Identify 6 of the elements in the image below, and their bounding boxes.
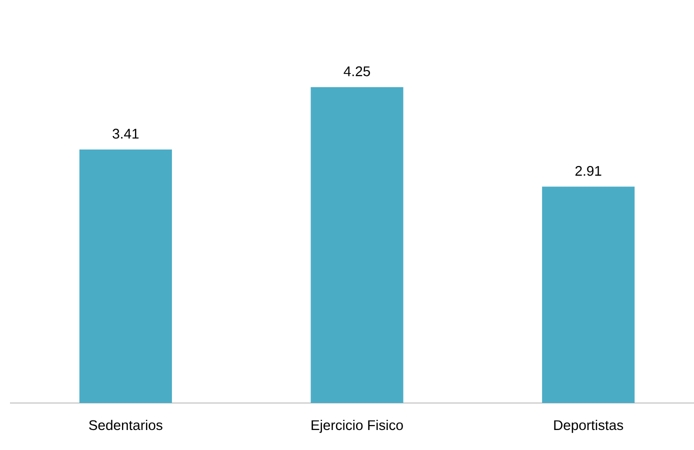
x-tick-label: Sedentarios (89, 420, 162, 430)
data-label: 3.41 (112, 128, 139, 139)
x-tick-label: Ejercicio Fisico (312, 420, 403, 433)
data-label: 4.25 (344, 66, 370, 76)
x-tick-label: Deportistas (554, 420, 624, 433)
data-label: 2.91 (575, 166, 602, 176)
